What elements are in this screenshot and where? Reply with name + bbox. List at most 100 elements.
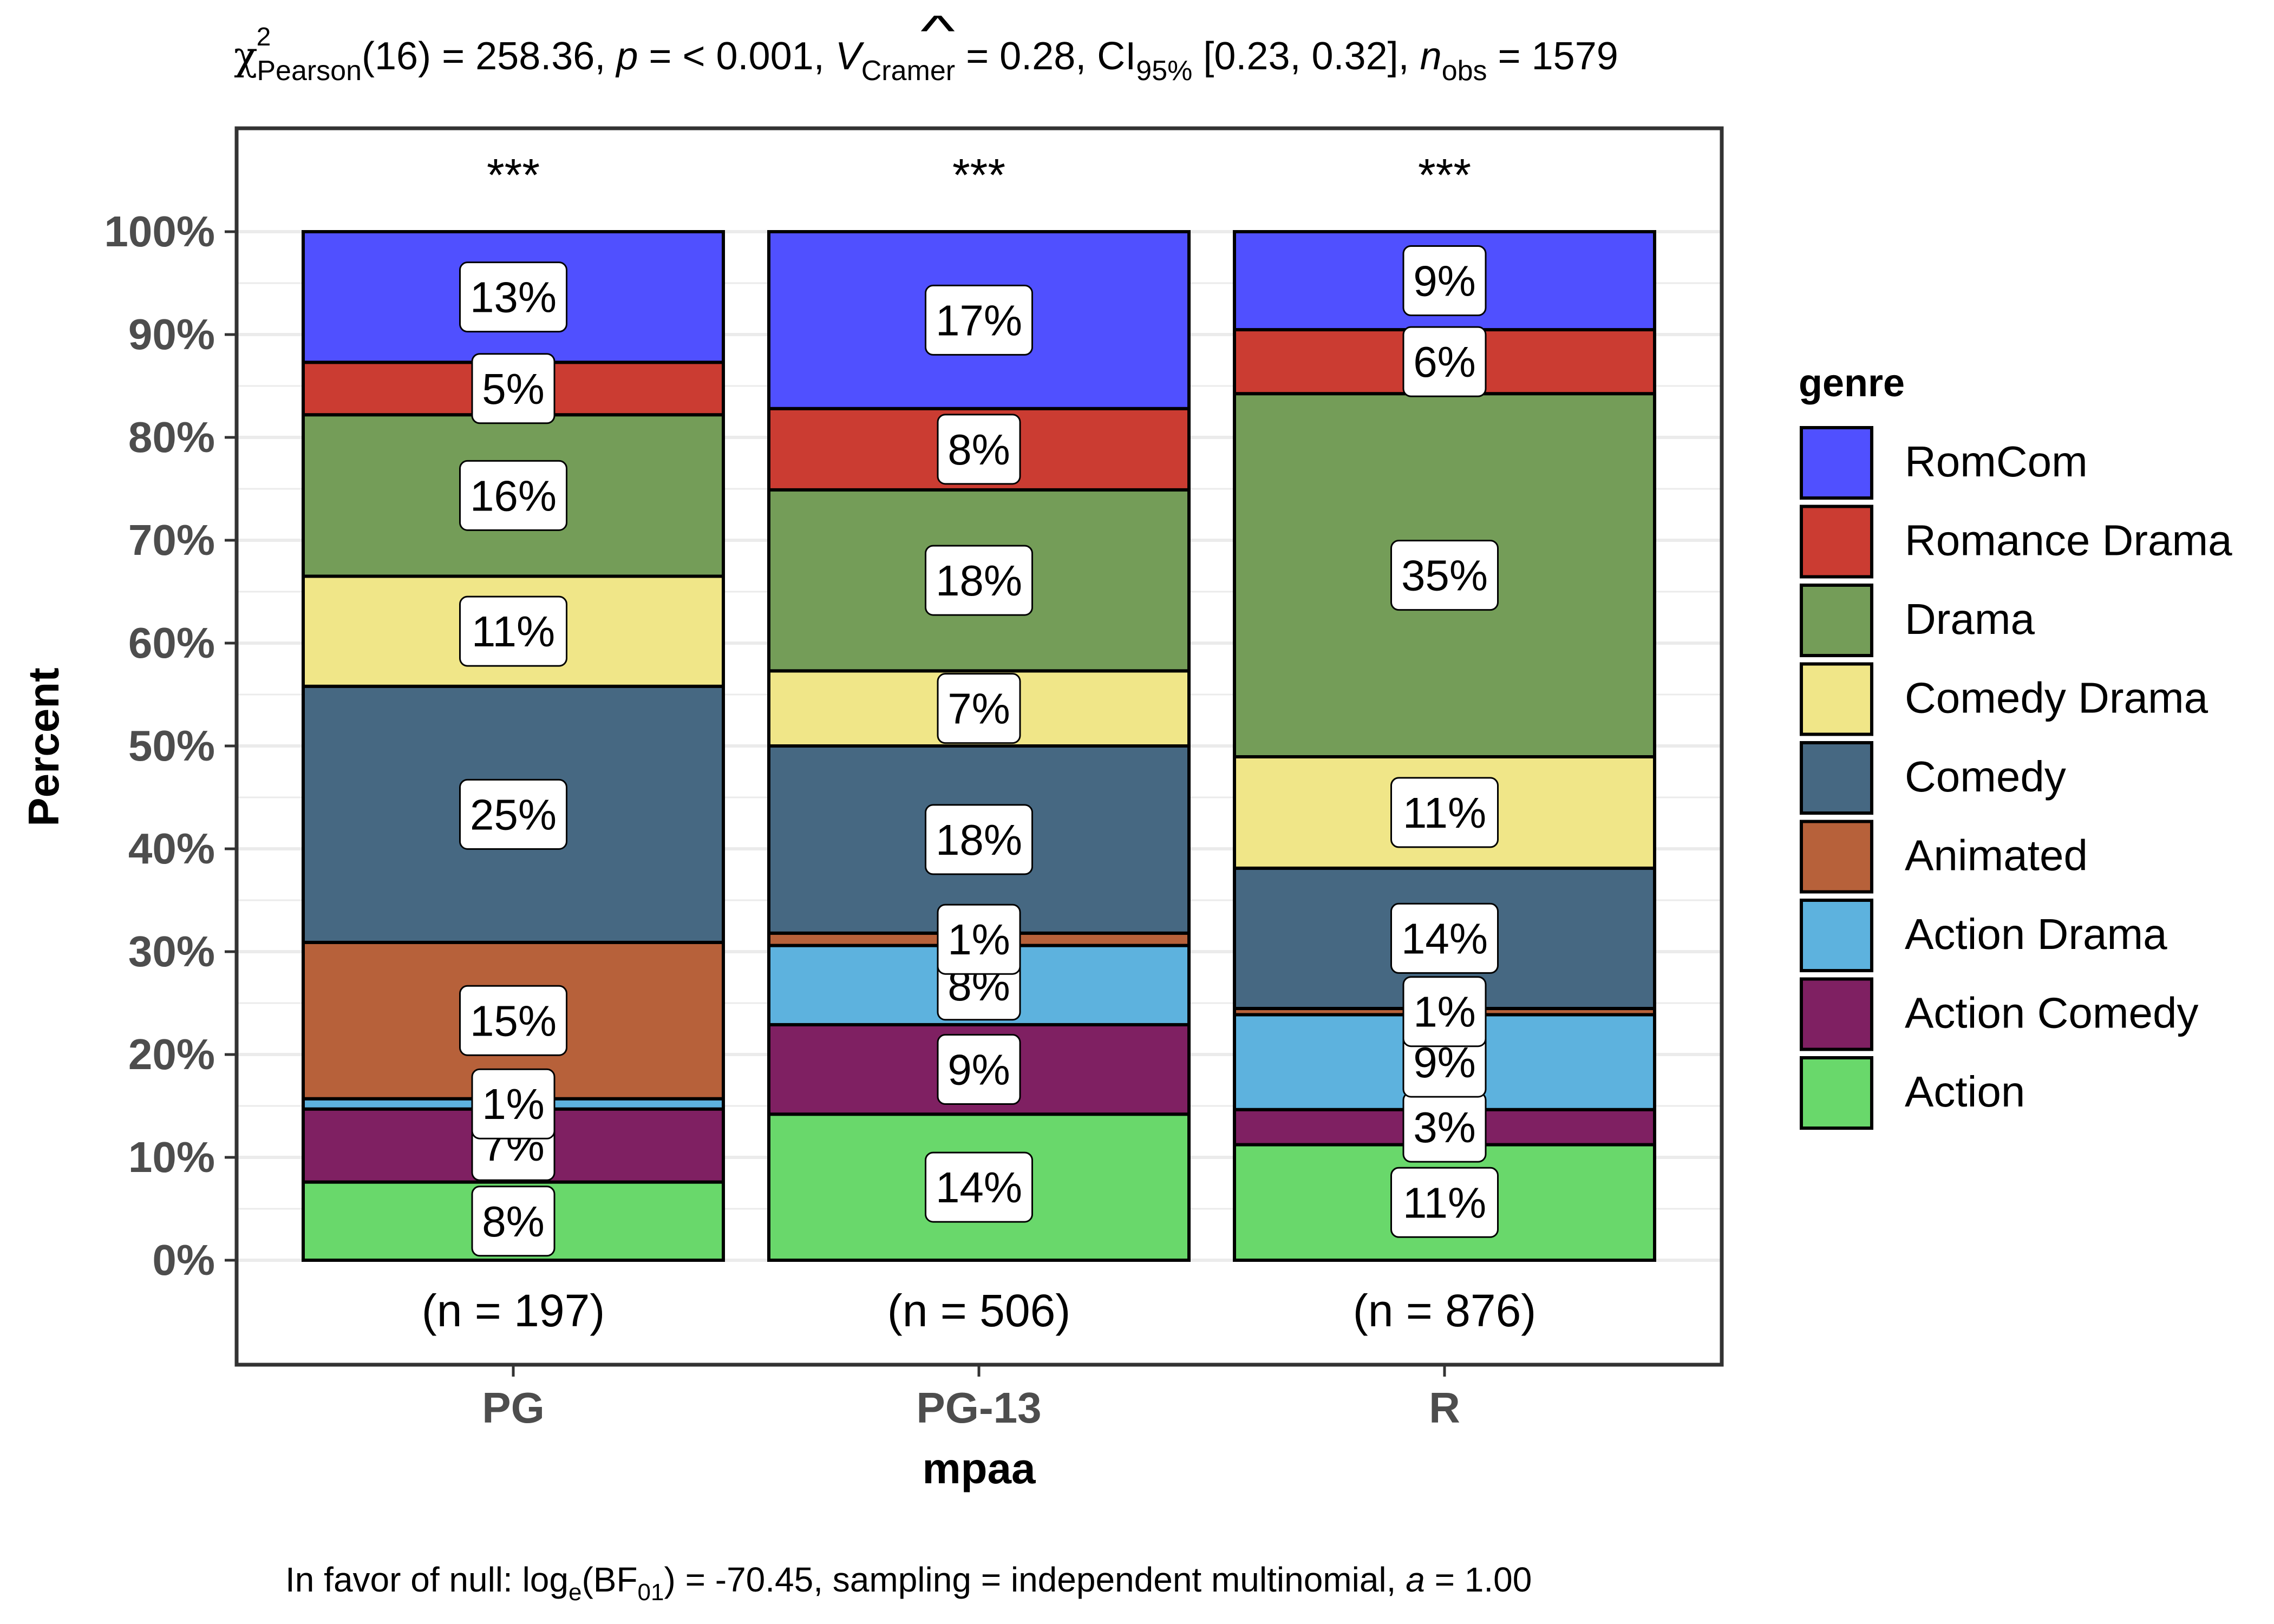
count-label-pg-13: (n = 506) — [887, 1285, 1071, 1336]
data-label-text: 11% — [1403, 789, 1486, 837]
data-label-box — [937, 1034, 1021, 1105]
y-tick-label: 10% — [128, 1133, 215, 1181]
n-variable: n — [1420, 35, 1442, 78]
data-label-text: 1% — [1413, 988, 1476, 1036]
count-labels: (n = 197) (n = 506) (n = 876) — [422, 1285, 1537, 1336]
legend-label: Action Drama — [1905, 910, 2167, 958]
legend-swatch — [1800, 820, 1873, 894]
data-label-box — [459, 985, 567, 1056]
legend-item-action-drama: Action Drama — [1800, 899, 2167, 972]
y-tick-label: 30% — [128, 927, 215, 975]
data-label-box — [459, 595, 567, 667]
title-part-5: = 1579 — [1487, 35, 1618, 78]
legend-label: RomCom — [1905, 437, 2088, 486]
data-label-box — [1402, 326, 1487, 397]
data-label-text: 13% — [470, 273, 557, 322]
legend-title: genre — [1799, 362, 1905, 405]
data-label-text: 9% — [948, 1046, 1010, 1094]
data-label-pg-13-drama: 18% — [925, 545, 1033, 616]
caption-part-2: (BF — [581, 1560, 637, 1599]
legend-item-action-comedy: Action Comedy — [1800, 977, 2198, 1051]
data-label-pg-action-drama: 1% — [471, 1068, 556, 1140]
legend-swatch — [1800, 899, 1873, 972]
data-label-text: 18% — [936, 816, 1022, 864]
caption-part-4: = 1.00 — [1425, 1560, 1532, 1599]
y-tick-label: 80% — [128, 413, 215, 461]
data-label-box — [471, 1068, 556, 1140]
legend-item-animated: Animated — [1800, 820, 2088, 894]
y-tick-label: 60% — [128, 619, 215, 667]
y-tick-label: 100% — [104, 207, 215, 256]
data-label-box — [925, 545, 1033, 616]
chi-symbol: χ — [234, 33, 258, 78]
data-label-text: 9% — [1413, 257, 1476, 305]
significance-labels: *** *** *** — [487, 149, 1471, 200]
data-label-box — [937, 414, 1021, 485]
data-label-pg-13-romcom: 17% — [925, 284, 1033, 356]
a-variable: a — [1406, 1560, 1425, 1599]
data-label-pg-romance-drama: 5% — [471, 353, 556, 424]
data-label-pg-action: 8% — [471, 1186, 556, 1257]
legend-swatch — [1800, 977, 1873, 1051]
n-subscript: obs — [1442, 55, 1487, 87]
data-label-pg-13-comedy: 18% — [925, 804, 1033, 875]
v-subscript: Cramer — [861, 55, 955, 87]
bar-labels: 8%7%1%15%25%11%16%5%13%14%9%8%1%18%7%18%… — [459, 245, 1499, 1257]
data-label-box — [937, 673, 1021, 744]
data-label-box — [925, 804, 1033, 875]
data-label-text: 14% — [1401, 914, 1488, 962]
data-label-box — [925, 1151, 1033, 1223]
data-label-r-romcom: 9% — [1402, 245, 1487, 317]
data-label-box — [1402, 245, 1487, 317]
p-variable: p — [615, 35, 638, 78]
data-label-text: 8% — [948, 425, 1010, 474]
legend-swatch — [1800, 426, 1873, 500]
legend-swatch — [1800, 662, 1873, 736]
title-part-1: (16) = 258.36, — [362, 35, 616, 78]
data-label-pg-comedy: 25% — [459, 778, 567, 850]
x-axis: PG PG-13 R — [482, 1365, 1460, 1432]
legend-items: RomCom Romance Drama Drama Comedy Drama Come… — [1800, 426, 2232, 1130]
v-hat-accent: ^ — [920, 6, 955, 55]
bf-subscript: 01 — [638, 1579, 664, 1606]
data-label-pg-13-comedy-drama: 7% — [937, 673, 1021, 744]
significance-stars-r: *** — [1418, 149, 1471, 200]
data-label-pg-13-animated: 1% — [937, 903, 1021, 975]
chi-superscript: 2 — [257, 23, 271, 51]
legend-item-romcom: RomCom — [1800, 426, 2088, 500]
plot-area: 8%7%1%15%25%11%16%5%13%14%9%8%1%18%7%18%… — [234, 126, 1724, 1367]
legend-swatch — [1800, 584, 1873, 657]
data-label-text: 3% — [1413, 1103, 1476, 1151]
data-label-text: 6% — [1413, 338, 1476, 386]
legend-label: Drama — [1905, 595, 2035, 643]
legend-label: Action Comedy — [1905, 989, 2198, 1037]
title-part-3: = 0.28, CI — [955, 35, 1136, 78]
data-label-text: 25% — [470, 790, 557, 839]
data-label-text: 18% — [936, 556, 1022, 605]
data-label-box — [471, 353, 556, 424]
data-label-box — [937, 903, 1021, 975]
legend-label: Action — [1905, 1068, 2025, 1116]
x-tick-label-r: R — [1429, 1384, 1460, 1432]
y-axis-title: Percent — [19, 667, 68, 826]
legend-item-romance-drama: Romance Drama — [1800, 505, 2232, 579]
significance-stars-pg-13: *** — [952, 149, 1005, 200]
y-tick-label: 90% — [128, 310, 215, 358]
legend-label: Romance Drama — [1905, 516, 2232, 565]
data-label-text: 8% — [482, 1197, 545, 1246]
x-tick-label-pg: PG — [482, 1384, 545, 1432]
y-tick-label: 0% — [152, 1236, 215, 1284]
y-axis: 0% 10% 20% 30% 40% 50% 60% 70% 80% 90% 100% — [104, 207, 237, 1284]
log-subscript: e — [568, 1579, 581, 1606]
data-label-text: 14% — [936, 1163, 1022, 1212]
data-label-pg-13-romance-drama: 8% — [937, 414, 1021, 485]
data-label-box — [925, 284, 1033, 356]
data-label-box — [1390, 1167, 1499, 1238]
data-label-r-animated: 1% — [1402, 976, 1487, 1047]
data-label-r-romance-drama: 6% — [1402, 326, 1487, 397]
data-label-pg-13-action-comedy: 9% — [937, 1034, 1021, 1105]
legend-label: Comedy Drama — [1905, 674, 2208, 722]
x-axis-title: mpaa — [923, 1444, 1036, 1492]
data-label-r-action: 11% — [1390, 1167, 1499, 1238]
legend-item-comedy-drama: Comedy Drama — [1800, 662, 2208, 736]
